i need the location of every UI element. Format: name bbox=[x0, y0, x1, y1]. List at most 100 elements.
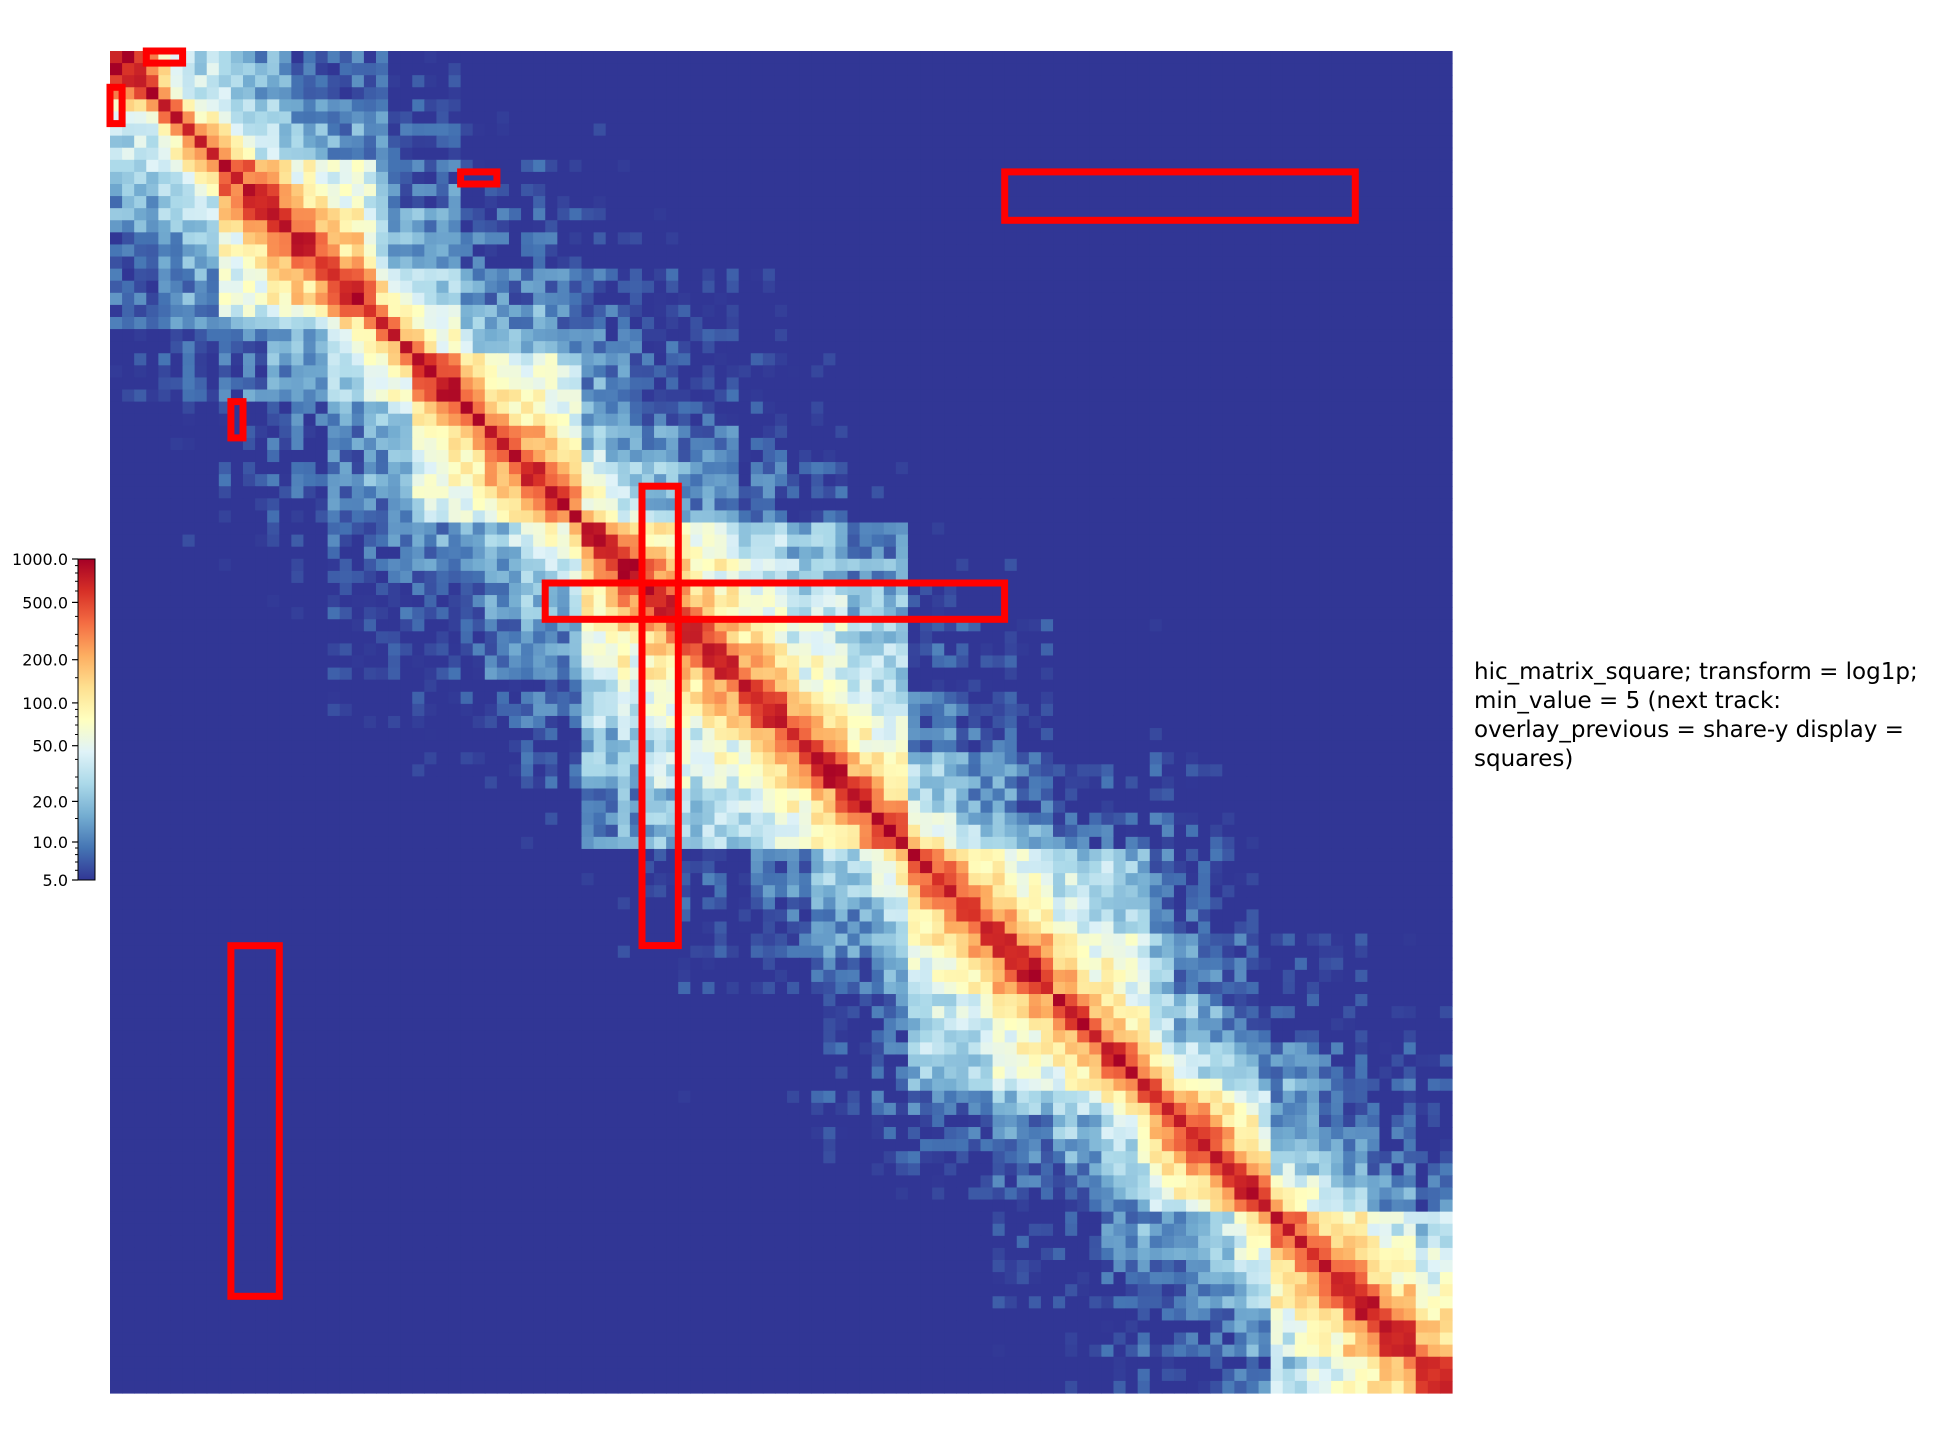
heatmap-cell bbox=[1125, 292, 1139, 306]
heatmap-cell bbox=[1294, 510, 1308, 524]
heatmap-cell bbox=[110, 256, 123, 270]
heatmap-cell bbox=[484, 111, 498, 125]
heatmap-cell bbox=[738, 268, 752, 282]
heatmap-cell bbox=[593, 159, 607, 173]
heatmap-cell bbox=[1427, 316, 1441, 330]
heatmap-cell bbox=[883, 462, 897, 475]
heatmap-cell bbox=[714, 87, 728, 100]
heatmap-cell bbox=[1222, 522, 1235, 536]
heatmap-cell bbox=[1343, 462, 1356, 475]
heatmap-cell bbox=[726, 498, 740, 512]
heatmap-cell bbox=[351, 389, 365, 403]
heatmap-cell bbox=[1343, 232, 1356, 246]
heatmap-cell bbox=[1258, 256, 1272, 270]
heatmap-cell bbox=[110, 147, 123, 161]
heatmap-cell bbox=[920, 111, 933, 125]
heatmap-cell bbox=[158, 159, 172, 173]
heatmap-cell bbox=[835, 51, 849, 64]
heatmap-cell bbox=[787, 329, 800, 342]
heatmap-cell bbox=[1319, 389, 1332, 403]
heatmap-cell bbox=[895, 365, 909, 379]
heatmap-cell bbox=[1101, 534, 1115, 548]
heatmap-cell bbox=[1319, 316, 1332, 330]
heatmap-cell bbox=[291, 171, 305, 185]
heatmap-cell bbox=[448, 546, 462, 560]
heatmap-cell bbox=[315, 510, 329, 524]
heatmap-cell bbox=[883, 534, 897, 548]
heatmap-cell bbox=[303, 498, 317, 512]
heatmap-cell bbox=[605, 341, 619, 354]
heatmap-cell bbox=[738, 256, 752, 270]
heatmap-cell bbox=[1427, 474, 1441, 487]
heatmap-cell bbox=[122, 208, 135, 221]
heatmap-cell bbox=[1149, 183, 1163, 197]
heatmap-cell bbox=[1367, 75, 1381, 88]
heatmap-cell bbox=[1101, 183, 1115, 197]
heatmap-cell bbox=[1113, 147, 1127, 161]
heatmap-cell bbox=[1234, 51, 1248, 64]
heatmap-cell bbox=[654, 171, 667, 185]
heatmap-cell bbox=[883, 159, 897, 173]
heatmap-cell bbox=[847, 244, 861, 258]
heatmap-cell bbox=[593, 389, 607, 403]
heatmap-cell bbox=[1439, 51, 1453, 64]
heatmap-cell bbox=[678, 413, 691, 427]
heatmap-cell bbox=[508, 413, 522, 427]
heatmap-cell bbox=[1415, 582, 1429, 596]
heatmap-cell bbox=[1439, 256, 1453, 270]
heatmap-cell bbox=[424, 486, 438, 499]
heatmap-cell bbox=[424, 268, 438, 282]
heatmap-cell bbox=[1331, 486, 1344, 499]
heatmap-cell bbox=[762, 389, 776, 403]
heatmap-cell bbox=[1149, 570, 1163, 584]
heatmap-cell bbox=[388, 135, 401, 149]
heatmap-cell bbox=[666, 244, 679, 258]
heatmap-cell bbox=[448, 449, 462, 463]
heatmap-cell bbox=[327, 522, 341, 536]
heatmap-cell bbox=[1101, 244, 1115, 258]
heatmap-cell bbox=[581, 268, 595, 282]
heatmap-cell bbox=[1355, 268, 1368, 282]
heatmap-cell bbox=[762, 75, 776, 88]
heatmap-cell bbox=[883, 486, 897, 499]
heatmap-cell bbox=[388, 462, 401, 475]
heatmap-cell bbox=[146, 449, 159, 463]
heatmap-cell bbox=[787, 51, 800, 64]
heatmap-cell bbox=[654, 220, 667, 233]
heatmap-cell bbox=[303, 147, 317, 161]
heatmap-cell bbox=[617, 474, 631, 487]
heatmap-cell bbox=[1246, 75, 1260, 88]
heatmap-cell bbox=[436, 171, 450, 185]
heatmap-cell bbox=[859, 558, 873, 572]
heatmap-cell bbox=[666, 292, 679, 306]
heatmap-cell bbox=[847, 280, 861, 294]
heatmap-cell bbox=[1331, 353, 1344, 366]
heatmap-cell bbox=[1149, 244, 1163, 258]
heatmap-cell bbox=[1403, 510, 1417, 524]
heatmap-cell bbox=[799, 159, 812, 173]
heatmap-cell bbox=[460, 341, 474, 354]
heatmap-cell bbox=[847, 183, 861, 197]
heatmap-cell bbox=[484, 437, 498, 451]
heatmap-cell bbox=[895, 99, 909, 113]
heatmap-cell bbox=[158, 377, 172, 391]
heatmap-cell bbox=[363, 51, 377, 64]
heatmap-cell bbox=[1306, 462, 1320, 475]
heatmap-cell bbox=[1210, 341, 1223, 354]
heatmap-cell bbox=[1186, 280, 1199, 294]
heatmap-cell bbox=[484, 558, 498, 572]
heatmap-cell bbox=[557, 401, 571, 415]
heatmap-cell bbox=[521, 425, 534, 439]
heatmap-cell bbox=[1355, 232, 1368, 246]
heatmap-cell bbox=[315, 401, 329, 415]
heatmap-cell bbox=[206, 51, 220, 64]
heatmap-cell bbox=[545, 280, 558, 294]
heatmap-cell bbox=[1319, 353, 1332, 366]
heatmap-cell bbox=[521, 111, 534, 125]
heatmap-cell bbox=[460, 268, 474, 282]
heatmap-cell bbox=[521, 498, 534, 512]
heatmap-cell bbox=[170, 183, 184, 197]
heatmap-cell bbox=[992, 292, 1006, 306]
heatmap-cell bbox=[847, 208, 861, 221]
heatmap-cell bbox=[1427, 462, 1441, 475]
